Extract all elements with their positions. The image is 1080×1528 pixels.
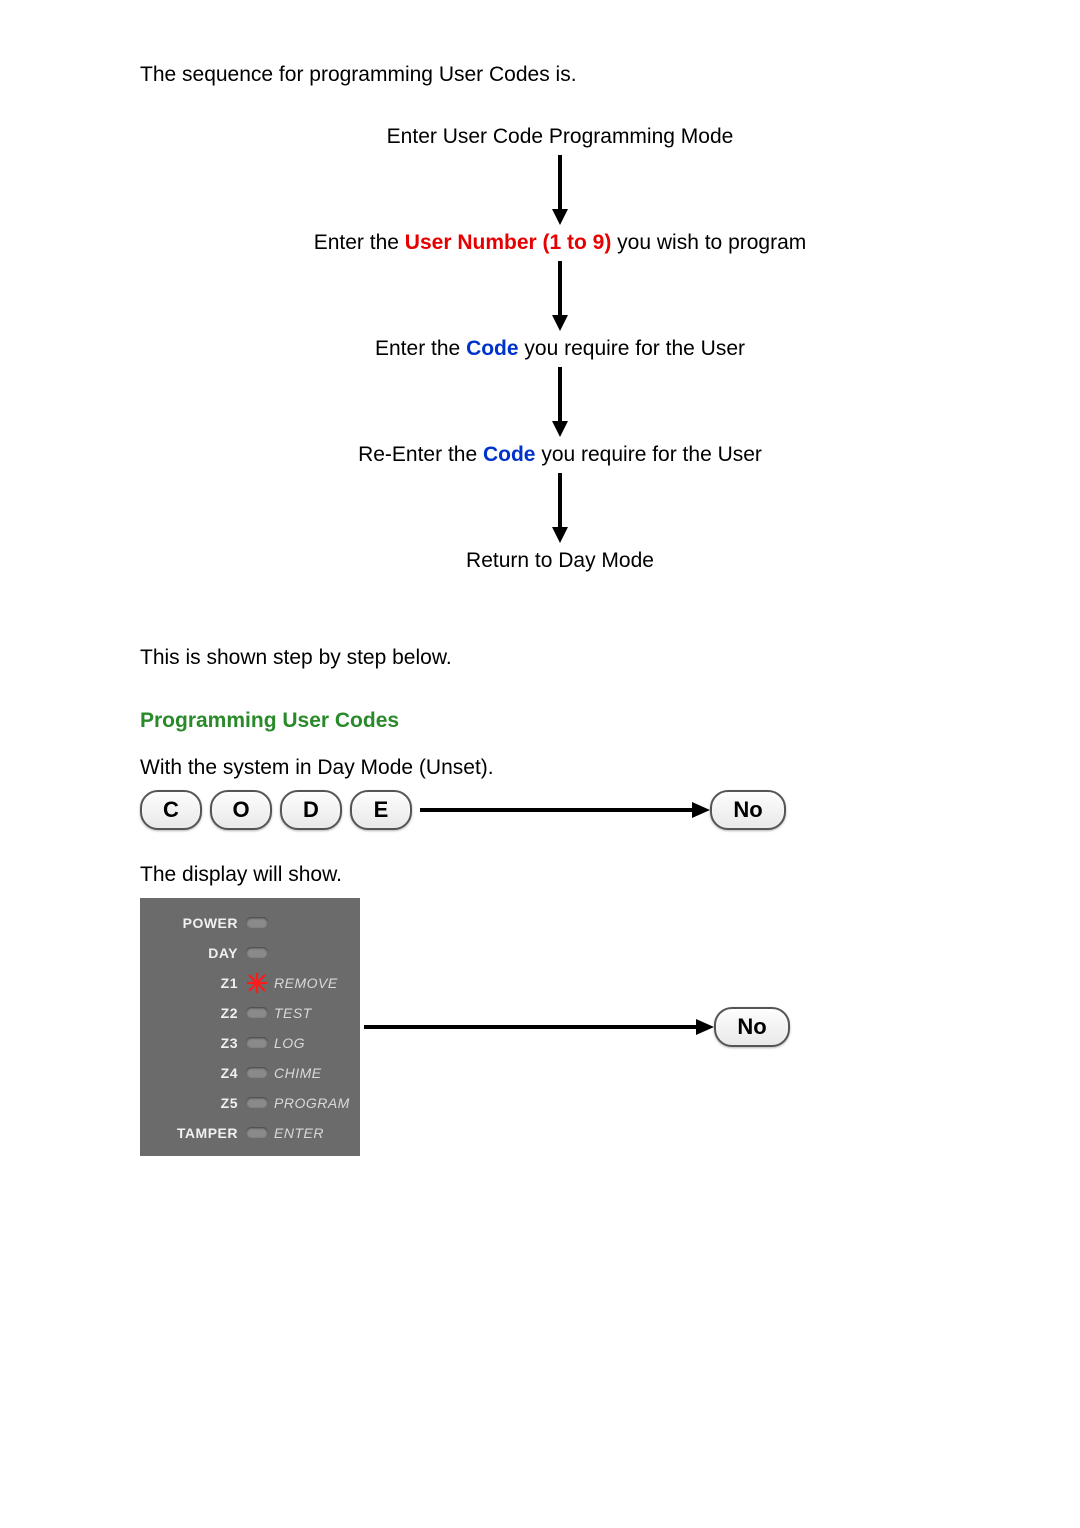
intro-text: The sequence for programming User Codes …: [140, 60, 980, 89]
panel-row-tamper: TAMPER ENTER: [146, 1118, 354, 1148]
panel-row-day: DAY: [146, 938, 354, 968]
panel-right-label: PROGRAM: [274, 1095, 350, 1111]
arrow-down-icon: [550, 367, 570, 437]
panel-left-label: POWER: [146, 915, 244, 931]
arrow-right-icon: [420, 800, 710, 820]
panel-row-z2: Z2 TEST: [146, 998, 354, 1028]
step3-before: Enter the: [375, 337, 466, 360]
step3-emphasis: Code: [466, 337, 519, 360]
key-o-button[interactable]: O: [210, 790, 272, 830]
flow-diagram: Enter User Code Programming Mode Enter t…: [140, 125, 980, 573]
arrow-down-icon: [550, 261, 570, 331]
arrow-down-icon: [550, 473, 570, 543]
step4-emphasis: Code: [483, 443, 536, 466]
diagram-step-3: Enter the Code you require for the User: [375, 337, 745, 361]
panel-row-z4: Z4 CHIME: [146, 1058, 354, 1088]
panel-left-label: Z4: [146, 1065, 244, 1081]
panel-block: POWER DAY Z1: [140, 898, 980, 1156]
led-off-icon: [246, 1067, 268, 1078]
panel-row-z5: Z5 PROGRAM: [146, 1088, 354, 1118]
led-on-icon: [246, 972, 268, 994]
led-off-icon: [246, 1097, 268, 1108]
key-no-button[interactable]: No: [714, 1007, 790, 1047]
arrow-down-icon: [550, 155, 570, 225]
panel-left-label: Z5: [146, 1095, 244, 1111]
step4-before: Re-Enter the: [358, 443, 483, 466]
key-sequence-row: C O D E No: [140, 790, 980, 830]
key-c-button[interactable]: C: [140, 790, 202, 830]
step2-after: you wish to program: [611, 231, 806, 254]
panel-left-label: DAY: [146, 945, 244, 961]
status-panel: POWER DAY Z1: [140, 898, 360, 1156]
section-heading: Programming User Codes: [140, 709, 980, 733]
panel-left-label: TAMPER: [146, 1125, 244, 1141]
panel-right-label: CHIME: [274, 1065, 322, 1081]
key-d-button[interactable]: D: [280, 790, 342, 830]
led-off-icon: [246, 1037, 268, 1048]
display-will-show-text: The display will show.: [140, 860, 980, 889]
led-off-icon: [246, 1127, 268, 1138]
document-page: The sequence for programming User Codes …: [0, 0, 1080, 1528]
step3-after: you require for the User: [519, 337, 745, 360]
step2-before: Enter the: [314, 231, 405, 254]
arrow-right-icon: [364, 1017, 714, 1037]
panel-right-label: TEST: [274, 1005, 312, 1021]
panel-row-z1: Z1 REMOVE: [146, 968, 354, 998]
led-off-icon: [246, 1007, 268, 1018]
panel-row-z3: Z3 LOG: [146, 1028, 354, 1058]
panel-left-label: Z3: [146, 1035, 244, 1051]
key-e-button[interactable]: E: [350, 790, 412, 830]
diagram-step-4: Re-Enter the Code you require for the Us…: [358, 443, 762, 467]
shown-text: This is shown step by step below.: [140, 643, 980, 672]
led-off-icon: [246, 947, 268, 958]
with-system-text: With the system in Day Mode (Unset).: [140, 753, 980, 782]
diagram-step-5: Return to Day Mode: [466, 549, 654, 573]
diagram-step-1: Enter User Code Programming Mode: [387, 125, 734, 149]
panel-right-label: REMOVE: [274, 975, 338, 991]
panel-row-power: POWER: [146, 908, 354, 938]
step2-emphasis: User Number (1 to 9): [405, 231, 612, 254]
panel-right-label: ENTER: [274, 1125, 324, 1141]
diagram-step-2: Enter the User Number (1 to 9) you wish …: [314, 231, 807, 255]
panel-left-label: Z2: [146, 1005, 244, 1021]
panel-left-label: Z1: [146, 975, 244, 991]
panel-right-label: LOG: [274, 1035, 305, 1051]
led-off-icon: [246, 917, 268, 928]
step4-after: you require for the User: [535, 443, 761, 466]
key-no-button[interactable]: No: [710, 790, 786, 830]
